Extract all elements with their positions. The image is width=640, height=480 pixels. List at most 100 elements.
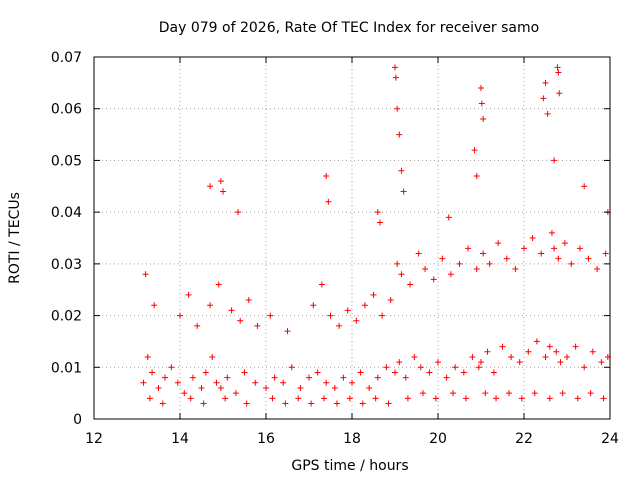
data-point [177,312,183,319]
data-point [411,353,418,360]
data-point [407,281,414,288]
data-point [346,395,353,402]
data-point [396,359,403,366]
data-point [462,395,469,402]
data-point [422,266,429,273]
data-point [297,384,304,391]
data-point [372,395,379,402]
data-point [394,260,401,267]
data-point [484,348,491,355]
y-tick-label: 0.07 [51,50,82,66]
x-tick-label: 16 [257,431,275,447]
data-point [271,374,278,381]
data-point [263,384,269,391]
data-point [417,364,424,371]
data-point [568,260,575,267]
chart-title: Day 079 of 2026, Rate Of TEC Index for r… [159,20,539,36]
y-axis-ticks: 0 0.01 0.02 0.03 0.04 0.05 0.06 0.07 [51,50,610,428]
data-point [564,353,570,360]
data-point [385,400,392,407]
data-point [228,307,235,314]
data-point [475,364,482,371]
data-point [602,250,609,257]
data-point [321,395,328,402]
data-point [460,369,467,376]
data-point [572,343,579,350]
data-point [581,183,588,190]
data-point [542,79,549,86]
data-point [282,400,289,407]
data-point [430,276,437,283]
data-point [174,379,181,386]
data-point [478,100,485,107]
data-point [396,131,403,138]
data-point [450,390,457,397]
data-point [518,395,525,402]
data-point [370,291,377,298]
data-point [207,302,214,309]
data-point [323,379,330,386]
data-point [235,209,242,216]
data-point [439,255,446,262]
data-point [288,364,295,371]
data-point [306,374,312,381]
data-point [222,395,229,402]
data-point [486,260,493,267]
data-point [589,348,596,355]
data-point [217,384,224,391]
data-point [587,390,594,397]
data-point [478,85,484,92]
data-point [295,395,302,402]
data-point [209,353,216,360]
data-point [237,317,244,324]
data-point [542,353,549,360]
data-point [181,390,188,397]
x-tick-label: 22 [515,431,533,447]
data-point [538,250,545,257]
data-point [559,390,566,397]
data-point [465,245,472,252]
data-point [447,271,454,278]
data-point [495,240,502,247]
grid-lines [94,57,610,419]
y-axis-label: ROTI / TECUs [7,192,23,284]
data-point [383,364,390,371]
data-point [473,172,480,179]
data-point [331,384,338,391]
x-tick-label: 14 [171,431,189,447]
data-point [353,317,360,324]
data-point [374,374,381,381]
data-point [200,400,207,407]
data-point [533,338,540,345]
y-tick-label: 0.05 [51,153,82,169]
data-point [469,353,476,360]
y-tick-label: 0.01 [51,360,82,376]
data-point [548,229,555,236]
data-point [361,302,368,309]
data-point [553,348,560,355]
data-point [555,69,562,76]
data-point [243,400,250,407]
data-point [357,369,364,376]
data-point [546,343,553,350]
data-point [202,369,209,376]
data-point [284,328,291,335]
data-point [561,240,568,247]
data-point [241,369,248,376]
data-point [323,172,330,179]
data-point [392,64,398,71]
data-point [521,245,527,252]
data-point [366,384,373,391]
data-point [252,379,259,386]
data-point [379,312,386,319]
y-tick-label: 0.02 [51,309,82,325]
data-point [325,198,332,205]
data-point [503,255,510,262]
data-point [574,395,581,402]
data-point [419,390,426,397]
data-point [215,281,222,288]
data-point [508,353,515,360]
data-point [144,353,151,360]
data-point [452,364,459,371]
